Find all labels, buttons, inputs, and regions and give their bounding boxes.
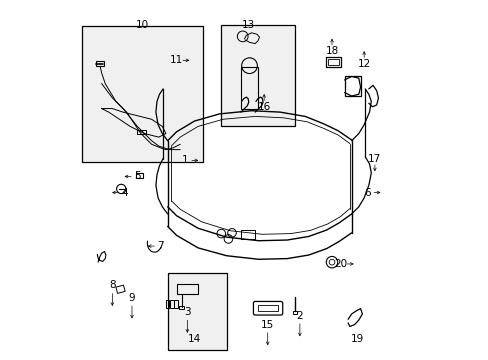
Bar [292,311,297,314]
Bar [258,305,278,311]
Text: 20: 20 [334,259,347,269]
Bar [221,24,294,126]
Text: 9: 9 [128,293,135,303]
Bar [165,300,169,307]
Text: 14: 14 [187,334,201,344]
Bar [241,230,255,239]
Text: 13: 13 [241,19,254,30]
Text: 4: 4 [122,188,128,198]
Bar [96,62,104,66]
Bar [325,57,340,67]
Bar [174,300,178,307]
Text: 18: 18 [325,46,338,57]
Text: 10: 10 [136,19,149,30]
Bar [137,130,146,134]
Text: 11: 11 [170,55,183,65]
Text: 6: 6 [364,188,370,198]
Bar [167,273,226,350]
Text: 19: 19 [350,334,363,344]
Text: 1: 1 [182,156,188,165]
Bar [179,306,184,309]
Text: 17: 17 [367,154,381,163]
Bar [135,173,143,178]
Bar [116,285,125,293]
Text: 15: 15 [261,320,274,330]
Bar [170,300,173,307]
Text: 3: 3 [183,307,190,317]
Text: 8: 8 [109,280,115,291]
Bar [344,76,360,96]
Text: 12: 12 [357,59,370,69]
Text: 2: 2 [296,311,303,321]
Bar [241,67,258,109]
Text: 5: 5 [134,171,141,181]
Bar [176,284,198,294]
Text: 16: 16 [257,102,270,112]
Bar [327,59,339,65]
Text: 7: 7 [157,241,163,251]
Bar [82,26,203,162]
